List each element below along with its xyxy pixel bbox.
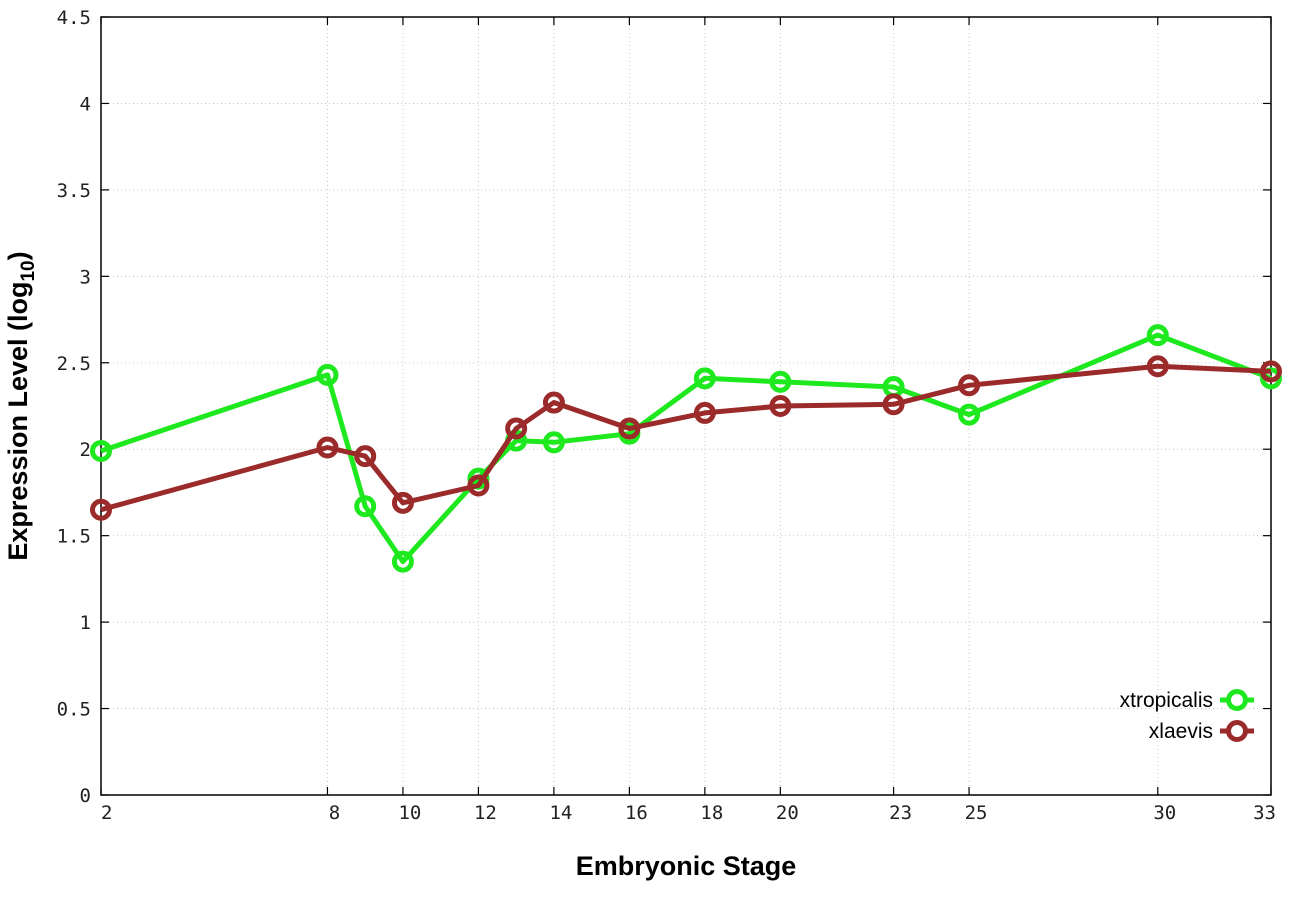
data-point-xtropicalis [769,370,792,393]
y-tick-label: 4 [80,93,91,115]
y-axis-title: Expression Level (log10) [3,251,39,560]
legend: xtropicalis xlaevis [1120,689,1254,743]
data-point-xlaevis [391,491,414,514]
axis-ticks: 0 0.5 1 1.5 2 2.5 3 3.5 4 4.5 2 8 10 12 14 16 18 20 23 25 30… [57,7,1276,824]
x-tick-label: 20 [776,802,799,824]
data-point-xlaevis [882,393,905,416]
y-tick-label: 1 [80,612,91,634]
legend-marker-xlaevis [1226,720,1248,742]
x-tick-label: 12 [474,802,497,824]
data-point-xlaevis [542,391,565,414]
plot-frame [100,16,1272,796]
data-point-xtropicalis [1146,324,1169,347]
series-line-xlaevis [100,363,1272,513]
data-point-xlaevis [1260,360,1282,383]
y-tick-label: 3 [80,266,91,288]
x-tick-label: 33 [1253,802,1276,824]
grid [101,17,1271,795]
data-point-xlaevis [467,474,490,497]
data-point-xlaevis [693,401,716,424]
y-axis-title-subscript: 10 [18,260,39,281]
x-tick-label: 18 [700,802,723,824]
data-point-xlaevis [354,445,377,468]
data-point-xtropicalis [958,403,981,426]
x-tick-label: 30 [1153,802,1176,824]
y-tick-label: 0 [80,785,91,807]
x-tick-label: 23 [889,802,912,824]
data-point-xlaevis [618,417,641,440]
x-axis-title: Embryonic Stage [576,851,797,881]
x-tick-label: 8 [329,802,340,824]
y-tick-label: 1.5 [57,526,91,548]
y-tick-label: 2 [80,439,91,461]
y-tick-label: 3.5 [57,180,91,202]
data-point-xlaevis [90,498,112,521]
y-axis-title-main: Expression Level (log [3,282,33,561]
x-tick-label: 2 [101,802,112,824]
y-axis-title-suffix: ) [3,251,33,260]
legend-label-xtropicalis: xtropicalis [1120,689,1213,712]
legend-label-xlaevis: xlaevis [1149,720,1213,743]
data-point-xlaevis [316,436,339,459]
x-tick-label: 25 [965,802,988,824]
series-xlaevis [90,355,1282,521]
x-tick-label: 14 [549,802,572,824]
series-layer [90,324,1282,573]
data-point-xlaevis [505,417,528,440]
x-tick-label: 16 [625,802,648,824]
data-point-xlaevis [769,395,792,417]
series-line-xtropicalis [100,332,1272,565]
legend-marker-xtropicalis [1226,689,1248,711]
data-point-xtropicalis [693,367,716,390]
y-tick-label: 0.5 [57,699,91,721]
data-point-xtropicalis [316,363,339,386]
y-tick-label: 4.5 [57,7,91,29]
data-point-xlaevis [958,374,981,397]
data-point-xtropicalis [354,495,377,518]
data-point-xtropicalis [542,431,565,454]
y-tick-label: 2.5 [57,353,91,375]
x-tick-label: 10 [398,802,421,824]
data-point-xtropicalis [391,550,414,573]
data-point-xtropicalis [90,439,112,462]
data-point-xlaevis [1146,355,1169,378]
